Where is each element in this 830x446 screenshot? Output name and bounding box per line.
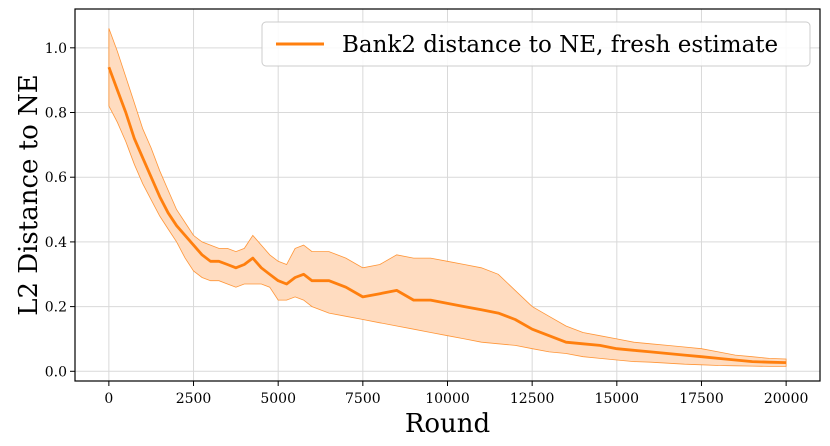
x-tick-label: 10000 xyxy=(425,391,470,407)
x-tick-label: 20000 xyxy=(764,391,809,407)
legend: Bank2 distance to NE, fresh estimate xyxy=(261,21,811,67)
y-axis-ticks: 0.0 0.2 0.4 0.6 0.8 1.0 xyxy=(45,41,75,380)
x-tick-label: 5000 xyxy=(260,391,296,407)
x-tick-label: 12500 xyxy=(510,391,555,407)
x-tick-label: 17500 xyxy=(679,391,724,407)
x-tick-label: 0 xyxy=(104,391,113,407)
x-tick-label: 2500 xyxy=(176,391,212,407)
y-tick-label: 0.4 xyxy=(45,235,67,251)
y-tick-label: 0.2 xyxy=(45,300,67,316)
series-lines xyxy=(107,66,787,364)
y-tick-label: 0.6 xyxy=(45,170,67,186)
series-line xyxy=(107,66,787,364)
x-axis-title: Round xyxy=(405,409,490,439)
y-axis-title: L2 Distance to NE xyxy=(14,74,44,316)
y-tick-label: 0.8 xyxy=(45,106,67,122)
y-tick-label: 0.0 xyxy=(45,364,67,380)
legend-box xyxy=(261,21,811,67)
x-axis-ticks: 0 2500 5000 7500 10000 12500 15000 17500 20000 xyxy=(104,381,808,407)
legend-label: Bank2 distance to NE, fresh estimate xyxy=(342,32,778,58)
x-tick-label: 15000 xyxy=(595,391,640,407)
x-tick-label: 7500 xyxy=(345,391,381,407)
y-tick-label: 1.0 xyxy=(45,41,67,57)
